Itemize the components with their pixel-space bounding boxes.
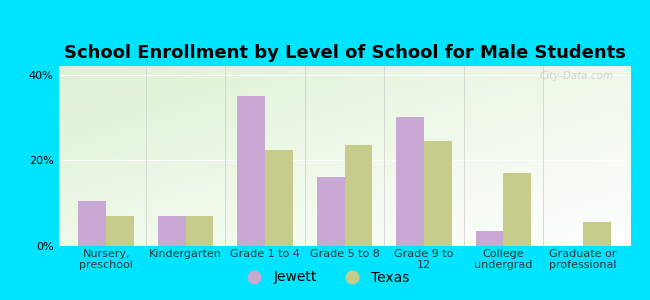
- Bar: [424, 141, 452, 246]
- Bar: [476, 231, 503, 246]
- Bar: [503, 173, 531, 246]
- Bar: [396, 117, 424, 246]
- Bar: [583, 222, 610, 246]
- Bar: [186, 216, 213, 246]
- Bar: [237, 96, 265, 246]
- Title: School Enrollment by Level of School for Male Students: School Enrollment by Level of School for…: [64, 44, 625, 62]
- Legend: Jewett, Texas: Jewett, Texas: [235, 265, 415, 290]
- Bar: [265, 150, 293, 246]
- Bar: [79, 201, 106, 246]
- Bar: [344, 145, 372, 246]
- Text: City-Data.com: City-Data.com: [540, 71, 614, 81]
- Bar: [317, 177, 345, 246]
- Bar: [158, 216, 186, 246]
- Bar: [106, 216, 134, 246]
